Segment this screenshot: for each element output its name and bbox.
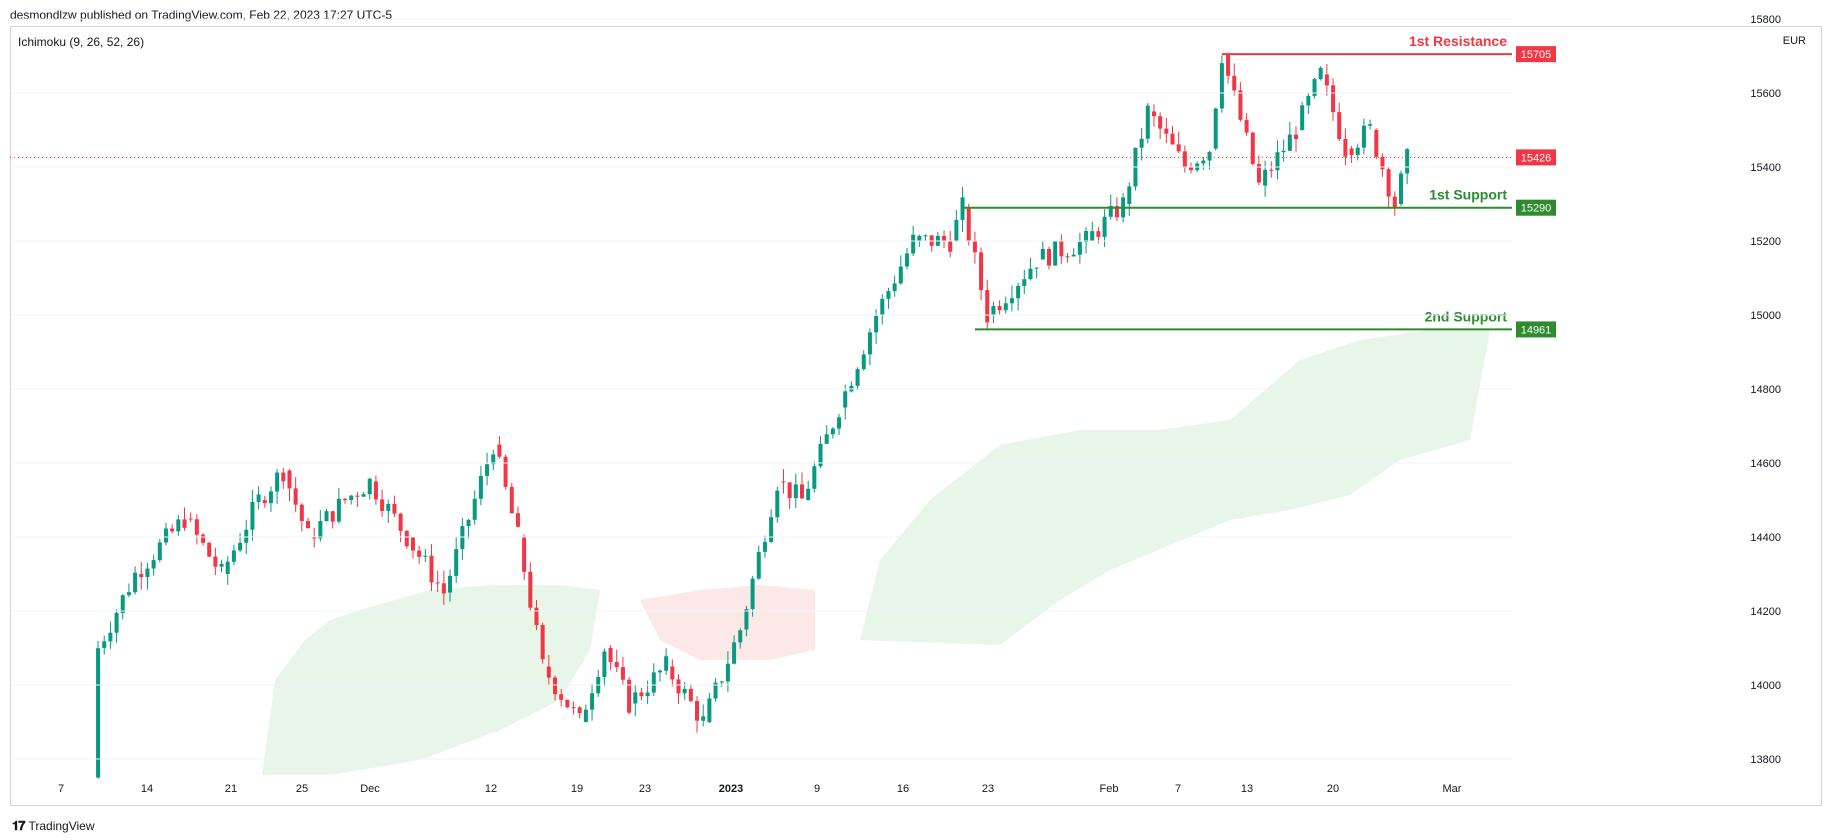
footer-brand-label: TradingView: [28, 819, 95, 833]
chart-frame: [10, 26, 1822, 806]
y-tick-label: 15800: [1750, 14, 1781, 26]
tradingview-logo-icon: 𝟏𝟕: [12, 818, 26, 833]
indicator-legend[interactable]: Ichimoku (9, 26, 52, 26): [18, 35, 145, 49]
currency-label: EUR: [1782, 35, 1806, 47]
publisher-info: desmondlzw published on TradingView.com,…: [10, 8, 393, 22]
footer-brand[interactable]: 𝟏𝟕 TradingView: [12, 818, 95, 834]
